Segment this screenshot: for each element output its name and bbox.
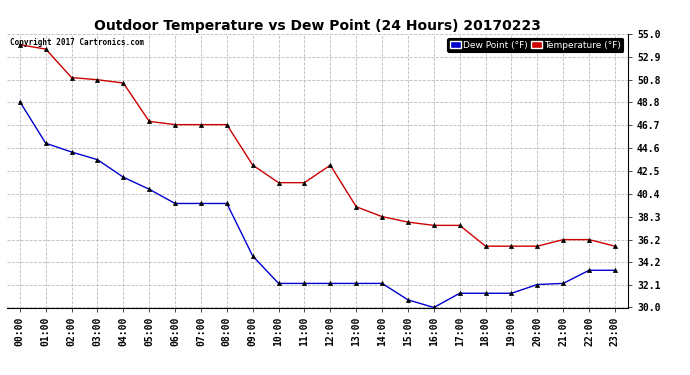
Title: Outdoor Temperature vs Dew Point (24 Hours) 20170223: Outdoor Temperature vs Dew Point (24 Hou… — [94, 19, 541, 33]
Text: Copyright 2017 Cartronics.com: Copyright 2017 Cartronics.com — [10, 38, 144, 47]
Legend: Dew Point (°F), Temperature (°F): Dew Point (°F), Temperature (°F) — [447, 38, 623, 52]
